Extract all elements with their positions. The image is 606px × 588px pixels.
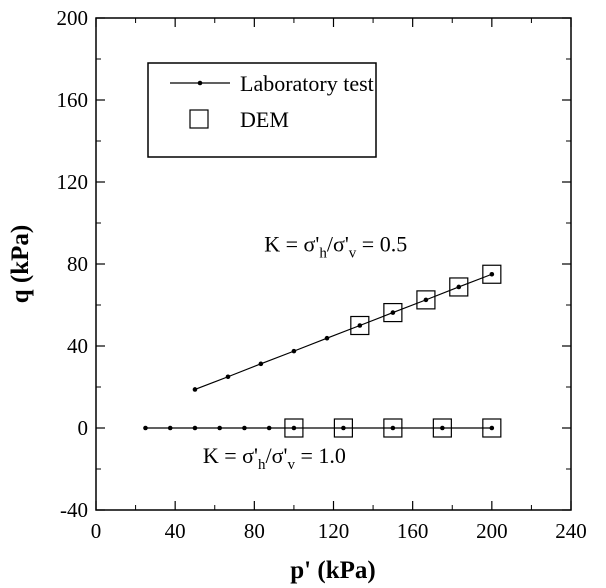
k-ratio-annotation: K = σ'h/σ'v = 0.5 [264,232,407,262]
dem-point [350,315,370,336]
lab-test-point [192,425,198,431]
lab-test-point [167,425,173,431]
k-ratio-annotation: K = σ'h/σ'v = 1.0 [203,443,346,473]
k-ratio-annotation-part: K = σ' [264,232,319,257]
x-tick-label: 120 [318,519,350,543]
dem-point [383,418,403,438]
dem-point [416,290,436,310]
k-ratio-annotation-part: v [349,246,357,262]
x-tick-labels: 0 40 80 120 160 200 240 [91,519,587,543]
series-layer [143,264,502,438]
x-tick-label: 80 [244,519,265,543]
y-tick-label: 160 [57,88,89,112]
lab-test-point [357,323,363,328]
k-ratio-annotation-part: = 1.0 [295,443,346,468]
legend-box [147,62,377,158]
legend-lab-marker [197,80,203,86]
k-ratio-annotation-part: h [319,246,327,262]
k-ratio-annotation-part: K = σ' [203,443,258,468]
lab-test-point [489,425,495,431]
lab-test-point [192,387,198,392]
y-tick-label: 200 [57,6,89,30]
lab-test-point [440,425,445,431]
y-tick-labels: -40 0 40 80 120 160 200 [57,6,89,522]
y-axis-title: q (kPa) [7,225,34,303]
lab-test-point [423,297,429,303]
x-tick-label: 40 [165,519,186,543]
lab-test-point [225,374,231,380]
lab-test-point [390,425,396,431]
legend: Laboratory test DEM [147,62,377,158]
axis-ticks [95,17,572,511]
lab-test-point [489,271,495,277]
k-ratio-annotation-part: h [258,457,266,473]
x-tick-label: 200 [476,519,508,543]
dem-point [333,418,353,438]
k-ratio-annotation-part: = 0.5 [356,232,407,257]
lab-test-point [324,335,330,341]
y-tick-label: 0 [78,416,89,440]
legend-dem-label: DEM [240,107,289,132]
dem-point [432,418,452,438]
x-tick-label: 0 [91,519,102,543]
y-tick-label: 120 [57,170,89,194]
dem-point [383,302,403,323]
legend-dem-marker [189,109,209,129]
annotations: K = σ'h/σ'v = 0.5K = σ'h/σ'v = 1.0 [203,232,407,473]
legend-lab-label: Laboratory test [240,71,374,96]
lab-test-point [258,361,264,367]
lab-test-point [456,284,462,290]
dem-point [284,418,304,438]
lab-test-point [217,425,222,431]
k-ratio-annotation-part: v [287,457,295,473]
dem-point [482,418,502,438]
y-tick-label: -40 [60,498,88,522]
dem-point [482,264,502,284]
lab-test-point [291,348,297,354]
lab-test-point [291,425,297,431]
x-axis-title: p' (kPa) [290,557,375,584]
lab-test-point [242,425,247,431]
x-tick-label: 160 [397,519,429,543]
y-tick-label: 80 [67,252,88,276]
lab-test-point [143,425,148,431]
k-ratio-annotation-part: /σ' [327,232,349,257]
y-tick-label: 40 [67,334,88,358]
lab-test-point [266,425,272,431]
lab-test-point [341,425,346,431]
lab-test-point [390,310,396,315]
lab-test-line [194,273,493,391]
x-tick-label: 240 [555,519,587,543]
k-ratio-annotation-part: /σ' [266,443,288,468]
dem-point [449,277,469,297]
